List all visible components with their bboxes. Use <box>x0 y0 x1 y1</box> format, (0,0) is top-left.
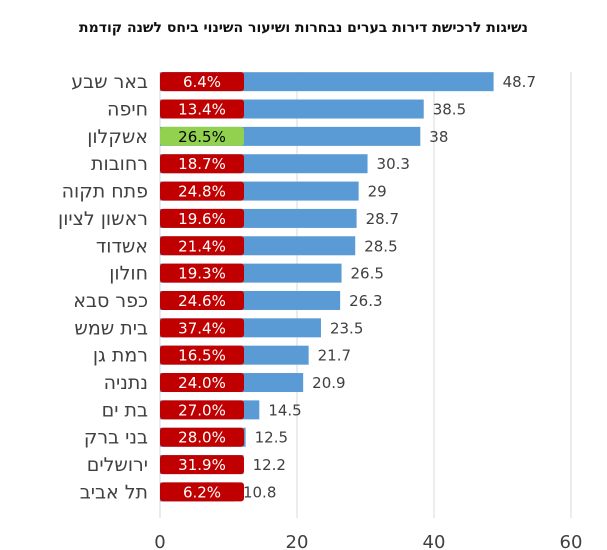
value-label: 10.8 <box>243 483 276 501</box>
change-box <box>160 208 244 228</box>
change-label: 37.4% <box>178 319 226 337</box>
change-label: 28.0% <box>178 429 226 447</box>
change-box <box>160 263 244 283</box>
value-label: 20.9 <box>312 374 345 392</box>
change-box <box>160 181 244 201</box>
value-label: 30.3 <box>377 155 410 173</box>
x-tick-label: 60 <box>560 532 583 550</box>
category-label: רחובות <box>91 153 148 175</box>
change-label: 24.6% <box>178 292 226 310</box>
labels: 6.4% 48.7 באר שבע 13.4% 38.5 חיפה 26.5% 38 אשקלו… <box>58 71 536 503</box>
category-label: אשקלון <box>87 126 148 148</box>
change-box <box>160 126 244 146</box>
category-label: באר שבע <box>71 71 148 93</box>
change-box <box>160 290 244 310</box>
value-label: 12.5 <box>255 429 288 447</box>
change-box <box>160 236 244 256</box>
x-tick-label: 40 <box>423 532 446 550</box>
change-label: 24.0% <box>178 374 226 392</box>
change-label: 6.4% <box>183 73 221 91</box>
category-label: אשדוד <box>96 235 148 257</box>
x-tick-label: 0 <box>154 532 165 550</box>
category-label: חולון <box>109 263 148 285</box>
value-label: 26.5 <box>351 265 384 283</box>
value-label: 28.5 <box>364 237 397 255</box>
category-label: ראשון לציון <box>58 208 148 230</box>
change-box <box>160 482 244 502</box>
change-box <box>160 72 244 92</box>
value-label: 38.5 <box>433 101 466 119</box>
change-label: 6.2% <box>183 483 221 501</box>
change-box <box>160 373 244 393</box>
value-label: 28.7 <box>366 210 399 228</box>
category-label: נתניה <box>104 372 148 394</box>
change-box <box>160 455 244 475</box>
change-box <box>160 427 244 447</box>
change-box <box>160 318 244 338</box>
category-label: רמת גן <box>93 345 148 367</box>
change-box <box>160 345 244 365</box>
change-box <box>160 99 244 119</box>
change-label: 18.7% <box>178 155 226 173</box>
category-label: בני ברק <box>84 427 148 449</box>
change-label: 26.5% <box>178 128 226 146</box>
chart-title: נשיגות לרכישת דירות בערים נבחרות ושיעור … <box>79 20 528 36</box>
value-label: 14.5 <box>268 401 301 419</box>
category-label: בת ים <box>102 399 148 421</box>
value-label: 12.2 <box>253 456 286 474</box>
x-axis-ticks: 0 20 40 60 <box>154 532 582 550</box>
change-label: 19.3% <box>178 265 226 283</box>
value-label: 23.5 <box>330 319 363 337</box>
change-label: 24.8% <box>178 183 226 201</box>
value-label: 29 <box>368 183 387 201</box>
change-label: 16.5% <box>178 347 226 365</box>
change-box <box>160 154 244 174</box>
x-tick-label: 20 <box>286 532 309 550</box>
value-label: 21.7 <box>318 347 351 365</box>
bars <box>160 72 494 502</box>
change-label: 31.9% <box>178 456 226 474</box>
change-label: 13.4% <box>178 101 226 119</box>
category-label: בית שמש <box>74 317 148 339</box>
category-label: חיפה <box>107 99 148 121</box>
change-box <box>160 400 244 420</box>
category-label: ירושלים <box>87 454 148 476</box>
category-label: כפר סבא <box>73 290 148 312</box>
value-label: 38 <box>429 128 448 146</box>
value-label: 26.3 <box>349 292 382 310</box>
change-label: 21.4% <box>178 237 226 255</box>
category-label: תל אביב <box>80 481 148 503</box>
change-label: 19.6% <box>178 210 226 228</box>
change-label: 27.0% <box>178 401 226 419</box>
value-label: 48.7 <box>503 73 536 91</box>
category-label: פתח תקוה <box>62 181 148 203</box>
